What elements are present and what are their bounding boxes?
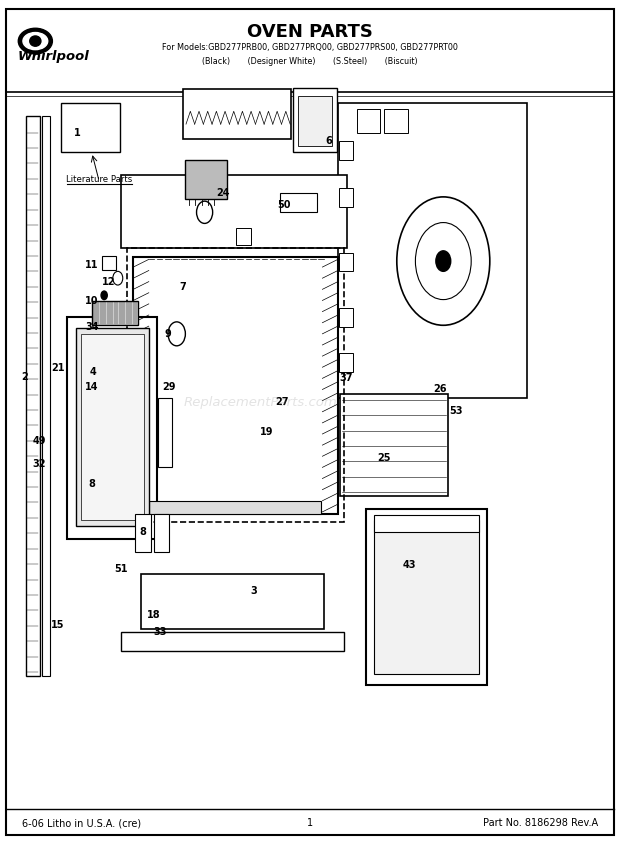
- Text: 29: 29: [162, 382, 175, 392]
- Bar: [61, 103, 120, 152]
- Text: 25: 25: [378, 453, 391, 463]
- Text: 53: 53: [449, 406, 463, 416]
- Text: 6-06 Litho in U.S.A. (cre): 6-06 Litho in U.S.A. (cre): [22, 818, 141, 829]
- Bar: [374, 520, 479, 674]
- Text: Whirlpool: Whirlpool: [17, 50, 89, 63]
- Bar: [366, 509, 487, 685]
- Text: ReplacementParts.com: ReplacementParts.com: [184, 395, 337, 409]
- Bar: [185, 160, 227, 199]
- Bar: [236, 228, 251, 245]
- Circle shape: [436, 251, 451, 271]
- Bar: [339, 308, 353, 327]
- Text: 26: 26: [433, 384, 447, 395]
- Bar: [280, 193, 317, 212]
- Text: 8: 8: [139, 527, 146, 538]
- Text: 32: 32: [32, 459, 46, 469]
- Bar: [127, 248, 344, 522]
- Text: 34: 34: [85, 322, 99, 332]
- Bar: [26, 116, 40, 676]
- Bar: [374, 515, 479, 532]
- Bar: [384, 109, 408, 133]
- Bar: [42, 116, 50, 676]
- Bar: [293, 88, 337, 152]
- Bar: [339, 188, 353, 207]
- Text: 8: 8: [88, 479, 95, 489]
- Text: 24: 24: [216, 187, 230, 198]
- Text: 49: 49: [32, 436, 46, 446]
- Text: 4: 4: [90, 367, 96, 377]
- Bar: [339, 141, 353, 160]
- Circle shape: [101, 291, 107, 300]
- Text: 3: 3: [251, 586, 257, 596]
- Bar: [339, 353, 353, 372]
- Text: Part No. 8186298 Rev.A: Part No. 8186298 Rev.A: [483, 818, 598, 829]
- Bar: [141, 574, 324, 629]
- Text: 1: 1: [74, 128, 81, 138]
- Bar: [298, 96, 332, 146]
- Text: OVEN PARTS: OVEN PARTS: [247, 22, 373, 41]
- Bar: [76, 328, 149, 526]
- Text: 11: 11: [85, 260, 99, 270]
- Ellipse shape: [30, 36, 41, 46]
- Text: 1: 1: [307, 818, 313, 829]
- Text: 27" BUILT-IN ELECTRIC
DOUBLE OVEN
CONVECTION – UPPER OVEN
SELF-CLEAN (GOLD LINE): 27" BUILT-IN ELECTRIC DOUBLE OVEN CONVEC…: [378, 110, 512, 150]
- Bar: [121, 632, 344, 651]
- Text: 51: 51: [114, 564, 128, 574]
- Bar: [339, 253, 353, 271]
- Ellipse shape: [23, 33, 48, 50]
- Text: Literature Parts: Literature Parts: [66, 175, 132, 184]
- Text: 37: 37: [339, 373, 353, 383]
- Text: 50: 50: [277, 200, 291, 211]
- Bar: [183, 89, 291, 139]
- Bar: [133, 257, 338, 514]
- Text: For Models:GBD277PRB00, GBD277PRQ00, GBD277PRS00, GBD277PRT00: For Models:GBD277PRB00, GBD277PRQ00, GBD…: [162, 44, 458, 52]
- Bar: [67, 317, 157, 539]
- Text: 9: 9: [164, 329, 171, 339]
- Text: 7: 7: [180, 282, 186, 292]
- Text: 27: 27: [275, 397, 289, 407]
- Text: 2: 2: [22, 372, 28, 382]
- Bar: [92, 301, 138, 325]
- Bar: [340, 394, 448, 496]
- Text: 10: 10: [85, 296, 99, 306]
- Bar: [102, 256, 116, 270]
- Text: 33: 33: [153, 627, 167, 637]
- Bar: [338, 103, 527, 398]
- Ellipse shape: [19, 28, 52, 54]
- Text: 19: 19: [260, 427, 273, 437]
- Text: 18: 18: [147, 609, 161, 620]
- Bar: [158, 398, 172, 467]
- Text: (Black)       (Designer White)       (S.Steel)       (Biscuit): (Black) (Designer White) (S.Steel) (Bisc…: [202, 57, 418, 66]
- Text: 21: 21: [51, 363, 64, 373]
- Text: 14: 14: [85, 382, 99, 392]
- Text: 12: 12: [102, 277, 115, 288]
- Bar: [154, 514, 169, 552]
- Bar: [356, 109, 380, 133]
- Text: 43: 43: [402, 560, 416, 570]
- Text: 15: 15: [51, 620, 64, 630]
- Bar: [81, 334, 144, 520]
- Text: 6: 6: [326, 136, 332, 146]
- Bar: [121, 175, 347, 248]
- Bar: [135, 514, 151, 552]
- Bar: [149, 501, 321, 514]
